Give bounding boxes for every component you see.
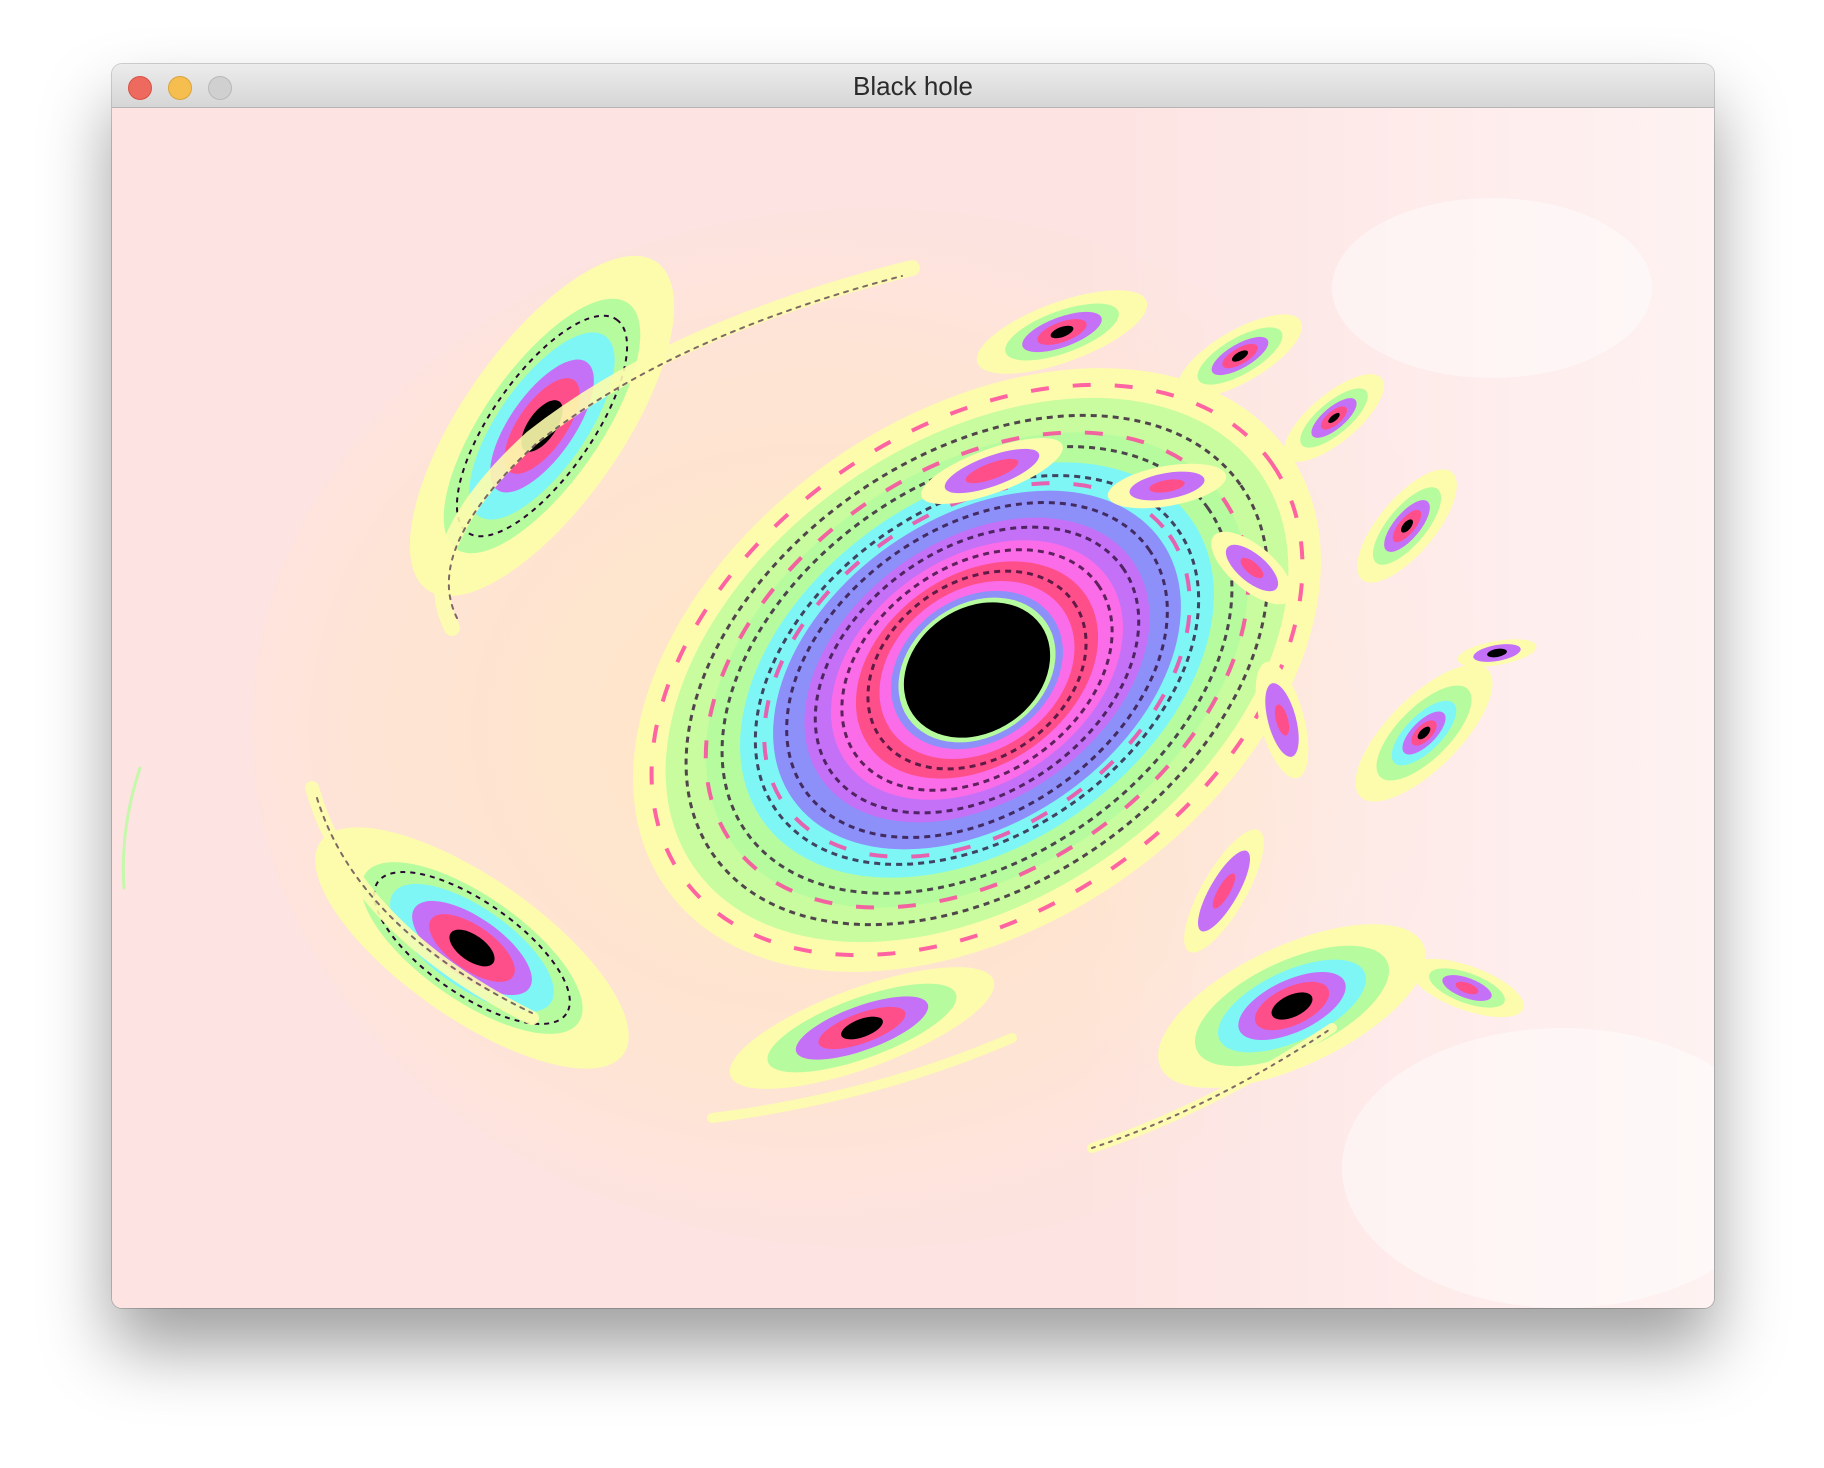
satellite-vortex-right-1 [1357,469,1457,583]
satellite-vortex-ring-3 [1211,531,1293,605]
render-canvas [112,108,1714,1308]
satellite-vortex-bottom-right [1158,924,1426,1088]
satellite-vortex-right-3 [1457,639,1537,667]
satellite-vortex-upper-2 [1178,314,1302,398]
title-bar[interactable]: Black hole [112,64,1714,108]
satellite-vortex-ring-2 [1107,463,1227,509]
satellite-vortex-ring-5 [1184,829,1264,953]
streaks [121,260,1337,1153]
zoom-icon[interactable] [208,76,232,100]
close-icon[interactable] [128,76,152,100]
satellite-vortex-upper-3 [1284,374,1384,462]
satellite-vortex-ring-4 [1255,661,1309,779]
sheen-patches [1332,198,1714,1308]
satellite-vortex-bottom-left [315,827,629,1069]
main-vortex [633,368,1321,972]
satellite-vortex-right-2 [1355,664,1493,802]
black-hole-fractal [112,108,1714,1308]
satellite-vortex-ring-1 [921,438,1063,504]
satellite-vortex-upper-1 [976,290,1148,374]
window-title: Black hole [853,71,973,101]
minimize-icon[interactable] [168,76,192,100]
satellite-vortex-bottom-center [729,967,995,1089]
app-window[interactable]: Black hole [112,64,1714,1308]
event-horizon [903,602,1051,738]
satellite-vortex-right-4 [1410,958,1524,1018]
